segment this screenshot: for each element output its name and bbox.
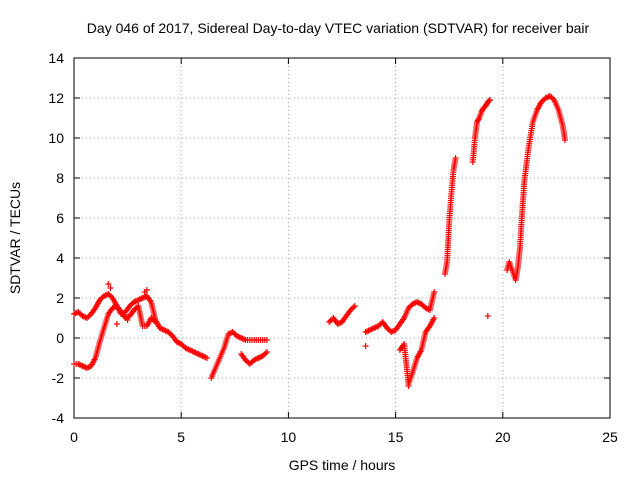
data-point (105, 281, 112, 287)
y-tick-label: 2 (56, 290, 64, 306)
chart-title: Day 046 of 2017, Sidereal Day-to-day VTE… (87, 20, 590, 36)
data-point (431, 315, 438, 321)
data-point (107, 285, 114, 291)
data-point (85, 364, 92, 371)
x-tick-label: 0 (70, 429, 78, 445)
data-point (124, 317, 131, 323)
data-point (113, 321, 120, 327)
y-tick-label: 14 (48, 50, 64, 66)
x-tick-label: 5 (177, 429, 185, 445)
data-point (143, 287, 150, 293)
data-point (431, 289, 438, 295)
y-tick-label: 6 (56, 210, 64, 226)
x-axis-label: GPS time / hours (289, 457, 396, 473)
data-point (484, 313, 491, 319)
data-point (263, 337, 270, 343)
data-point (475, 116, 482, 123)
y-tick-label: 8 (56, 170, 64, 186)
data-point (152, 319, 159, 325)
x-tick-label: 20 (495, 429, 511, 445)
grid (74, 58, 610, 418)
data-point (561, 137, 568, 143)
plot-frame (73, 57, 611, 419)
data-point (263, 349, 270, 355)
data-point (452, 155, 459, 161)
data-point (486, 97, 493, 103)
y-tick-label: 0 (56, 330, 64, 346)
data-points (71, 93, 568, 389)
y-tick-label: -4 (52, 410, 65, 426)
x-tick-label: 25 (602, 429, 618, 445)
y-tick-label: -2 (52, 370, 65, 386)
data-point (405, 383, 412, 389)
x-tick-label: 15 (388, 429, 404, 445)
y-tick-label: 4 (56, 250, 64, 266)
axes: 0 5 10 15 20 25 -4 -2 0 2 4 6 8 10 12 14 (48, 50, 618, 445)
data-point (362, 343, 369, 349)
y-tick-label: 10 (48, 130, 64, 146)
data-point (203, 355, 210, 361)
x-tick-label: 10 (281, 429, 297, 445)
y-axis-label: SDTVAR / TECUs (7, 182, 23, 294)
data-point (351, 303, 358, 309)
data-point (485, 98, 492, 104)
y-tick-label: 12 (48, 90, 64, 106)
